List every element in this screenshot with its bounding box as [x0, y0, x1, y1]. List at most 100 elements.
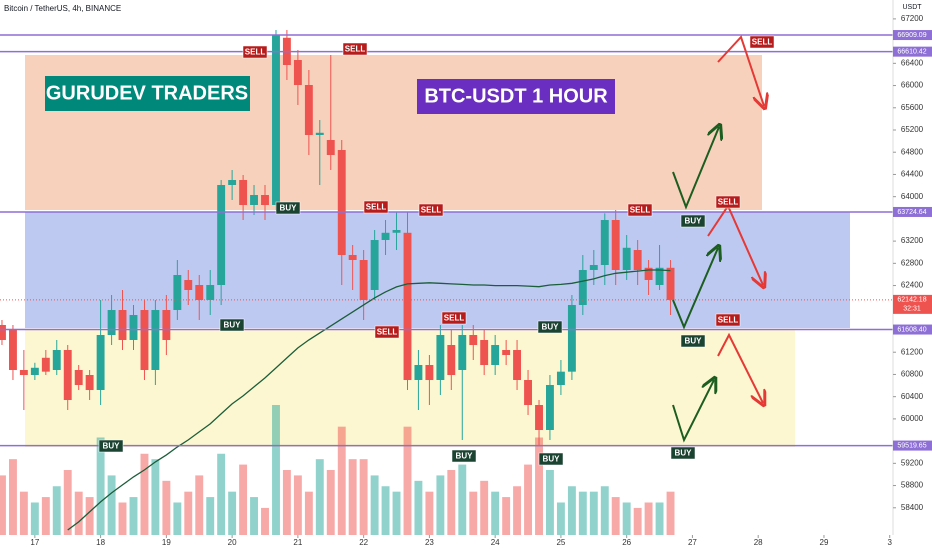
- signal-label: BUY: [542, 323, 560, 332]
- candle-body: [30, 367, 39, 375]
- candle-body: [600, 220, 609, 265]
- volume-bar: [96, 437, 105, 535]
- x-tick-label: 20: [228, 538, 237, 547]
- signal-label: SELL: [752, 38, 773, 47]
- price-label-box: [893, 206, 932, 217]
- signal-box: [275, 201, 301, 215]
- signal-box: [98, 439, 124, 453]
- signal-label: BUY: [675, 449, 693, 458]
- signal-tag: SELL: [715, 313, 741, 327]
- x-tick-label: 18: [96, 538, 105, 547]
- candle-body: [655, 267, 664, 285]
- candle-body: [250, 195, 258, 205]
- x-tick-label: 27: [688, 538, 697, 547]
- candle-body: [63, 350, 72, 400]
- arrow: [672, 248, 718, 330]
- candle-body: [85, 375, 94, 390]
- volume-bar: [633, 507, 642, 535]
- candle-body: [458, 335, 467, 370]
- volume-bar: [381, 486, 390, 535]
- y-tick-label: 66000: [901, 81, 924, 90]
- candle-body: [359, 260, 368, 300]
- signal-label: BUY: [224, 321, 242, 330]
- candle-body: [611, 220, 620, 270]
- y-tick-label: 60000: [901, 414, 924, 423]
- last-price-box: [893, 294, 932, 314]
- arrow: [672, 380, 714, 443]
- volume-bar: [30, 502, 39, 535]
- candle-body: [370, 240, 379, 290]
- signal-tag: BUY: [670, 446, 696, 460]
- signal-tag: BUY: [680, 334, 706, 348]
- volume-bar: [469, 491, 478, 535]
- volume-bar: [611, 497, 620, 535]
- candle-body: [392, 230, 401, 233]
- volume-bar: [370, 475, 379, 535]
- volume-bar: [655, 502, 664, 535]
- candle-body: [162, 310, 171, 340]
- candle-body: [107, 310, 116, 335]
- volume-bar: [250, 497, 258, 535]
- volume-bar: [206, 497, 215, 535]
- signal-label: SELL: [718, 198, 739, 207]
- candle-body: [184, 280, 193, 290]
- candle-body: [326, 140, 335, 155]
- candle-body: [52, 350, 61, 370]
- signal-box: [627, 203, 653, 217]
- signal-tag: SELL: [627, 203, 653, 217]
- annotation: GURUDEV TRADERS: [46, 82, 248, 104]
- candle-body: [622, 247, 631, 270]
- candle-body: [567, 305, 576, 372]
- signal-label: SELL: [366, 203, 387, 212]
- price-label-box: [893, 324, 932, 335]
- signal-tag: SELL: [342, 42, 368, 56]
- volume-bar: [600, 486, 609, 535]
- candle-body: [425, 365, 434, 380]
- volume-bar: [304, 491, 313, 535]
- signal-tag: SELL: [441, 311, 467, 325]
- candle-body: [74, 370, 83, 385]
- candle-body: [337, 150, 346, 255]
- price-label: 66909.09: [897, 32, 926, 39]
- volume-bar: [140, 453, 149, 535]
- signal-tag: BUY: [537, 320, 563, 334]
- candle-body: [41, 357, 50, 372]
- volume-bar: [315, 459, 324, 535]
- signal-tag: SELL: [242, 45, 268, 59]
- countdown: 32:31: [903, 306, 921, 313]
- volume-bar: [19, 491, 28, 535]
- candle-body: [293, 60, 302, 85]
- x-tick-label: 19: [162, 538, 171, 547]
- volume-bar: [272, 405, 280, 535]
- signal-box: [451, 449, 477, 463]
- signal-box: [342, 42, 368, 56]
- price-label-box: [893, 440, 932, 451]
- signal-box: [219, 318, 245, 332]
- signal-label: BUY: [280, 204, 298, 213]
- y-tick-label: 59200: [901, 458, 924, 467]
- volume-bar: [447, 470, 456, 535]
- y-tick-label: 62400: [901, 281, 924, 290]
- candle-body: [9, 330, 17, 370]
- signal-box: [418, 203, 444, 217]
- price-label-box: [893, 30, 932, 41]
- y-tick-label: 62800: [901, 258, 924, 267]
- volume-bar: [348, 459, 357, 535]
- candle-body: [140, 310, 149, 370]
- signal-box: [363, 200, 389, 214]
- candle-body: [578, 270, 587, 305]
- price-label: 59519.65: [897, 442, 926, 449]
- signal-tag: BUY: [538, 452, 564, 466]
- volume-bar: [502, 497, 511, 535]
- axis-unit: USDT: [902, 4, 922, 11]
- volume-bar: [0, 475, 6, 535]
- x-tick-label: 22: [359, 538, 368, 547]
- candle-body: [545, 385, 554, 430]
- volume-bar: [282, 470, 291, 535]
- x-tick-label: 3: [887, 538, 892, 547]
- y-tick-label: 58400: [901, 503, 924, 512]
- y-tick-label: 65600: [901, 103, 924, 112]
- chart-title: Bitcoin / TetherUS, 4h, BINANCE: [4, 4, 121, 13]
- volume-bar: [578, 491, 587, 535]
- volume-bar: [151, 459, 160, 535]
